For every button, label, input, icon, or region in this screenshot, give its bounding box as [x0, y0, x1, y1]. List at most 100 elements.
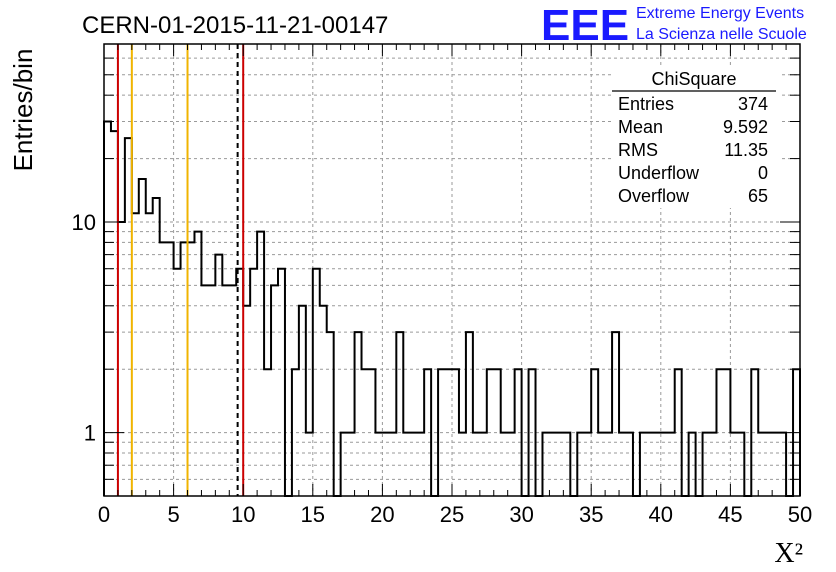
grid-layer [104, 43, 800, 496]
histogram-bin [104, 122, 111, 496]
histogram-bin [515, 369, 522, 496]
stats-overflow-value: 65 [748, 186, 768, 206]
histogram-bin [362, 369, 369, 496]
stats-mean-label: Mean [618, 117, 663, 137]
histogram-bin [723, 369, 730, 496]
histogram-bin [257, 232, 264, 496]
histogram-bin [501, 433, 508, 496]
histogram-bin [139, 179, 146, 496]
x-tick-label: 45 [718, 502, 742, 527]
histogram-bin [758, 433, 765, 496]
histogram-bin [188, 242, 195, 496]
histogram-bin [132, 213, 139, 496]
histogram-bin [250, 269, 257, 496]
eee-logo: EEE [541, 1, 629, 50]
histogram-bin [153, 198, 160, 496]
histogram-bin [201, 285, 208, 496]
histogram-bin [605, 433, 612, 496]
histogram-bin [292, 369, 299, 496]
histogram-bin [466, 332, 473, 496]
histogram-bin [626, 433, 633, 496]
y-tick-label: 10 [72, 210, 96, 235]
histogram-bin [710, 433, 717, 496]
histogram-bin [438, 369, 445, 496]
stats-box: ChiSquare Entries 374 Mean 9.592 RMS 11.… [612, 68, 780, 208]
histogram-bin [194, 232, 201, 496]
x-tick-label: 25 [440, 502, 464, 527]
stats-entries-label: Entries [618, 94, 674, 114]
x-axis-title: X² [774, 538, 803, 569]
histogram-bin [549, 433, 556, 496]
histogram-bin [716, 369, 723, 496]
histogram-bin [689, 433, 696, 496]
stats-underflow-label: Underflow [618, 163, 700, 183]
histogram-bin [278, 269, 285, 496]
histogram-bin [577, 433, 584, 496]
histogram-bin [647, 433, 654, 496]
histogram-bin [417, 433, 424, 496]
x-tick-label: 30 [509, 502, 533, 527]
histogram-bin [563, 433, 570, 496]
x-tick-label: 15 [301, 502, 325, 527]
histogram-bin [348, 433, 355, 496]
histogram-bin [445, 369, 452, 496]
histogram-bin [529, 369, 536, 496]
histogram-bin [542, 433, 549, 496]
histogram-bin [612, 332, 619, 496]
histogram-bin [111, 131, 118, 496]
histogram-bin [320, 306, 327, 496]
histogram-bin [146, 213, 153, 496]
histogram-bin [313, 269, 320, 496]
histogram-bin [480, 433, 487, 496]
histogram-bin [591, 369, 598, 496]
histogram-bin [222, 285, 229, 496]
histogram-bin [174, 269, 181, 496]
stats-entries-value: 374 [738, 94, 768, 114]
histogram-bin [668, 433, 675, 496]
stats-rms-label: RMS [618, 140, 658, 160]
histogram-bin [403, 433, 410, 496]
histogram-bin [125, 138, 132, 496]
histogram-bin [598, 433, 605, 496]
stats-rms-value: 11.35 [724, 140, 768, 160]
x-tick-label: 35 [579, 502, 603, 527]
histogram-bin [208, 285, 215, 496]
x-tick-label: 50 [788, 502, 812, 527]
histogram-bin [494, 369, 501, 496]
histogram-bin [306, 433, 313, 496]
histogram-bin [271, 285, 278, 496]
histogram-bin [640, 433, 647, 496]
histogram-bin [410, 433, 417, 496]
stats-mean-value: 9.592 [723, 117, 768, 137]
histogram-bin [215, 255, 222, 496]
histogram-bin [382, 433, 389, 496]
logo-line-2: La Scienza nelle Scuole [636, 26, 807, 43]
histogram-bin [619, 433, 626, 496]
histogram-bin [118, 222, 125, 496]
histogram-bin [765, 433, 772, 496]
histogram-bin [459, 433, 466, 496]
histogram-bin [368, 369, 375, 496]
histogram-bin [264, 369, 271, 496]
histogram-bin [375, 433, 382, 496]
histogram-bin [389, 433, 396, 496]
histogram-bin [730, 433, 737, 496]
y-tick-label: 1 [84, 421, 96, 446]
histogram-bin [751, 369, 758, 496]
histogram-bin [355, 332, 362, 496]
x-tick-label: 0 [98, 502, 110, 527]
histogram-bin [779, 433, 786, 496]
histogram-bin [181, 242, 188, 496]
histogram-bin [473, 433, 480, 496]
histogram-bin [327, 332, 334, 496]
stats-title: ChiSquare [651, 69, 736, 89]
histogram-bin [737, 433, 744, 496]
histogram-bin [243, 306, 250, 496]
x-tick-label: 40 [649, 502, 673, 527]
histogram-bin [508, 433, 515, 496]
y-axis-title: Entries/bin [8, 49, 38, 172]
histogram-bin [396, 332, 403, 496]
histogram-bin [487, 369, 494, 496]
